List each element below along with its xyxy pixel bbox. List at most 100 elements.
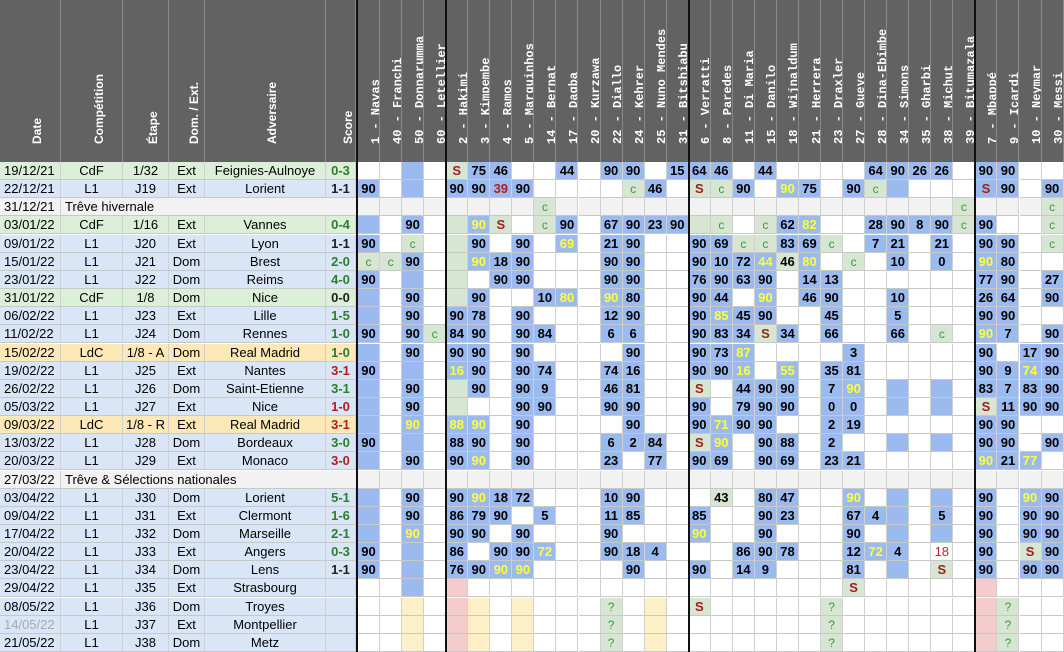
player-header-26[interactable]: 35 - Gharbi xyxy=(909,0,932,162)
player-cell xyxy=(865,597,888,616)
player-cell xyxy=(402,615,425,634)
player-cell: 90 xyxy=(622,416,645,435)
player-header-23[interactable]: 27 - Gueye xyxy=(843,0,866,162)
table-row[interactable]: 13/03/22 L1 J28 Dom Bordeaux 3-0 90 88 90 90 6 2 84 S… xyxy=(0,434,1064,453)
player-cell xyxy=(490,597,513,616)
player-cell xyxy=(380,234,403,253)
player-cell xyxy=(931,633,954,652)
player-cell xyxy=(997,470,1020,489)
player-header-8[interactable]: 5 - Marquinhos xyxy=(512,0,535,162)
competition-cell: CdF xyxy=(61,289,123,308)
table-row[interactable]: 20/03/22 L1 J29 Ext Monaco 3-0 90 90 90 90 23 77 90 6… xyxy=(0,452,1064,471)
player-cell xyxy=(512,633,535,652)
player-cell xyxy=(953,234,976,253)
player-cell xyxy=(534,615,557,634)
player-header-15[interactable]: 31 - Bitshiabu xyxy=(667,0,689,162)
player-header-24[interactable]: 28 - Dina-Ebimbe xyxy=(865,0,888,162)
player-cell xyxy=(732,289,755,308)
player-header-22[interactable]: 23 - Draxler xyxy=(821,0,844,162)
domext-cell: Dom xyxy=(169,633,205,652)
table-row[interactable]: 23/04/22 L1 J34 Dom Lens 1-1 90 76 90 90 90 90 90 14 9… xyxy=(0,561,1064,580)
table-row[interactable]: 09/03/22 LdC 1/8 - R Ext Real Madrid 3-1 90 88 9… xyxy=(0,416,1064,435)
player-cell: 21 xyxy=(843,452,866,471)
header-date[interactable]: Date xyxy=(0,0,61,162)
player-cell xyxy=(953,543,976,562)
table-row[interactable]: 14/05/22 L1 J37 Ext Montpellier??? xyxy=(0,615,1064,634)
player-header-12[interactable]: 22 - Diallo xyxy=(601,0,623,162)
player-header-5[interactable]: 2 - Hakimi xyxy=(446,0,469,162)
player-name: 25 - Nuno Mendes xyxy=(655,28,667,144)
player-cell: 84 xyxy=(534,325,557,344)
player-header-9[interactable]: 14 - Bernat xyxy=(534,0,557,162)
player-header-4[interactable]: 60 - Letellier xyxy=(424,0,447,162)
table-row[interactable]: 29/04/22 L1 J35 Ext Strasbourg S xyxy=(0,579,1064,598)
player-header-16[interactable]: 6 - Verratti xyxy=(689,0,711,162)
player-cell xyxy=(578,561,601,580)
table-row[interactable]: 15/01/22 L1 J21 Dom Brest 2-0 c c 90 90 18 90 90 90 90… xyxy=(0,252,1064,271)
player-header-17[interactable]: 8 - Paredes xyxy=(711,0,733,162)
player-header-32[interactable]: 30 - Messi xyxy=(1042,0,1064,162)
table-row[interactable]: 06/02/22 L1 J23 Ext Lille 1-5 90 90 78 90 12 90 90 85… xyxy=(0,307,1064,326)
player-cell xyxy=(821,470,844,489)
table-row[interactable]: 31/12/21 Trêve hivernale c c c xyxy=(0,198,1064,217)
player-header-19[interactable]: 15 - Danilo xyxy=(755,0,777,162)
player-header-6[interactable]: 3 - Kimpembe xyxy=(468,0,491,162)
table-row[interactable]: 26/02/22 L1 J26 Dom Saint-Etienne 3-1 90 90 90 9 4… xyxy=(0,379,1064,398)
player-header-1[interactable]: 1 - Navas xyxy=(358,0,381,162)
player-cell xyxy=(490,361,513,380)
table-row[interactable]: 08/05/22 L1 J36 Dom Troyes? S?? xyxy=(0,597,1064,616)
player-cell: 90 xyxy=(732,180,755,199)
table-row[interactable]: 03/04/22 L1 J30 Dom Lorient 5-1 90 90 90 18 72 10 90… xyxy=(0,488,1064,507)
header-adversaire[interactable]: Adversaire xyxy=(205,0,326,162)
table-row[interactable]: 31/01/22 CdF 1/8 Dom Nice 0-0 90 90 10 80 90 80 90 44… xyxy=(0,289,1064,308)
table-row[interactable]: 19/02/22 L1 J25 Ext Nantes 3-1 90 16 90 90 74 74 16 9… xyxy=(0,361,1064,380)
table-row[interactable]: 20/04/22 L1 J33 Ext Angers 0-3 90 86 90 90 72 90 18 4… xyxy=(0,543,1064,562)
header-domext[interactable]: Dom. / Ext. xyxy=(169,0,205,162)
header-competition[interactable]: Compétition xyxy=(61,0,123,162)
table-row[interactable]: 05/03/22 L1 J27 Ext Nice 1-0 90 90 90 90 90 90 79 90 9… xyxy=(0,397,1064,416)
player-header-20[interactable]: 18 - Wijnaldum xyxy=(777,0,799,162)
table-row[interactable]: 11/02/22 L1 J24 Dom Rennes 1-0 90 90 c 84 90 90 84 6 6… xyxy=(0,325,1064,344)
player-header-2[interactable]: 40 - Franchi xyxy=(380,0,403,162)
player-cell xyxy=(688,615,711,634)
player-cell: 90 xyxy=(975,452,998,471)
table-row[interactable]: 21/05/22 L1 J38 Dom Metz??? xyxy=(0,633,1064,652)
player-cell: 46 xyxy=(776,252,799,271)
table-row[interactable]: 09/04/22 L1 J31 Ext Clermont 1-6 90 86 79 90 5 11 85… xyxy=(0,506,1064,525)
player-header-30[interactable]: 9 - Icardi xyxy=(997,0,1020,162)
player-header-28[interactable]: 39 - Bitumazala xyxy=(953,0,976,162)
player-cell xyxy=(402,361,425,380)
player-cell xyxy=(953,470,976,489)
table-row[interactable]: 09/01/22 L1 J20 Ext Lyon 1-1 90 c 90 90 69 21 90 90 69… xyxy=(0,234,1064,253)
player-name: 7 - Mbappé xyxy=(985,71,998,144)
table-row[interactable]: 19/12/21 CdF 1/32 Ext Feignies-Aulnoye 0-3 S 75… xyxy=(0,162,1064,180)
etape-cell: J25 xyxy=(123,361,169,380)
score-cell: 0-3 xyxy=(326,543,356,562)
player-header-29[interactable]: 7 - Mbappé xyxy=(975,0,998,162)
player-header-14[interactable]: 25 - Nuno Mendes xyxy=(645,0,667,162)
player-header-18[interactable]: 11 - Di Maria xyxy=(733,0,755,162)
player-header-21[interactable]: 21 - Herrera xyxy=(799,0,822,162)
player-cell: 90 xyxy=(931,216,954,235)
header-etape[interactable]: Étape xyxy=(123,0,169,162)
player-cell xyxy=(754,633,777,652)
header-score[interactable]: Score xyxy=(326,0,356,162)
player-header-10[interactable]: 17 - Dagba xyxy=(556,0,579,162)
player-header-3[interactable]: 50 - Donnarumma xyxy=(402,0,425,162)
table-row[interactable]: 22/12/21 L1 J19 Ext Lorient 1-1 90 90 90 39 90 c 46 S… xyxy=(0,180,1064,199)
column-group-divider xyxy=(687,0,690,652)
player-header-25[interactable]: 34 - Simons xyxy=(887,0,910,162)
table-row[interactable]: 23/01/22 L1 J22 Dom Reims 4-0 90 90 90 90 90 76 90 63… xyxy=(0,270,1064,289)
player-header-7[interactable]: 4 - Ramos xyxy=(490,0,513,162)
table-row[interactable]: 27/03/22 Trêve & Sélections nationales xyxy=(0,470,1064,489)
player-header-31[interactable]: 10 - Neymar xyxy=(1020,0,1042,162)
player-cell xyxy=(799,525,822,543)
table-row[interactable]: 17/04/22 L1 J32 Dom Marseille 2-1 90 90 90 90 90 90… xyxy=(0,525,1064,543)
player-header-13[interactable]: 24 - Kehrer xyxy=(623,0,645,162)
table-row[interactable]: 15/02/22 LdC 1/8 - A Dom Real Madrid 1-0 90 90 9… xyxy=(0,343,1064,362)
player-cell xyxy=(578,234,601,253)
player-header-11[interactable]: 20 - Kurzawa xyxy=(579,0,601,162)
player-header-27[interactable]: 38 - Michut xyxy=(931,0,954,162)
